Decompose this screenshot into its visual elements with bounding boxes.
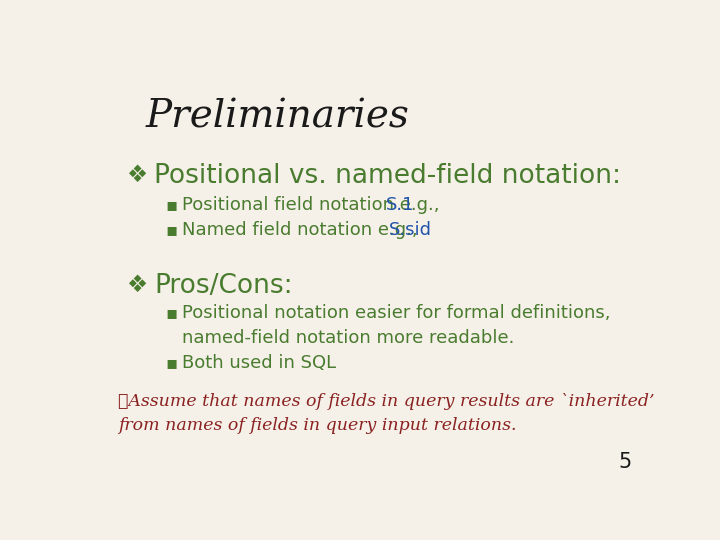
Text: 5: 5 [618, 453, 631, 472]
Text: ❖: ❖ [126, 163, 148, 186]
Text: Positional vs. named‐field notation:: Positional vs. named‐field notation: [154, 163, 621, 188]
Text: ▪: ▪ [166, 196, 178, 214]
Text: ▪: ▪ [166, 221, 178, 239]
Text: ❖: ❖ [126, 273, 148, 296]
Text: Named field notation e.g.,: Named field notation e.g., [182, 221, 418, 239]
Text: Positional field notation e.g.,: Positional field notation e.g., [182, 196, 440, 214]
Text: Positional notation easier for formal definitions,
named‐field notation more rea: Positional notation easier for formal de… [182, 304, 611, 347]
Text: ❖Assume that names of fields in query results are `inherited’
from names of fiel: ❖Assume that names of fields in query re… [118, 393, 654, 434]
Text: Pros/Cons:: Pros/Cons: [154, 273, 293, 299]
Text: S.1: S.1 [386, 196, 414, 214]
Text: ▪: ▪ [166, 354, 178, 372]
Text: Both used in SQL: Both used in SQL [182, 354, 336, 372]
Text: Preliminaries: Preliminaries [145, 98, 410, 135]
Text: S.sid: S.sid [389, 221, 431, 239]
Text: ▪: ▪ [166, 304, 178, 322]
